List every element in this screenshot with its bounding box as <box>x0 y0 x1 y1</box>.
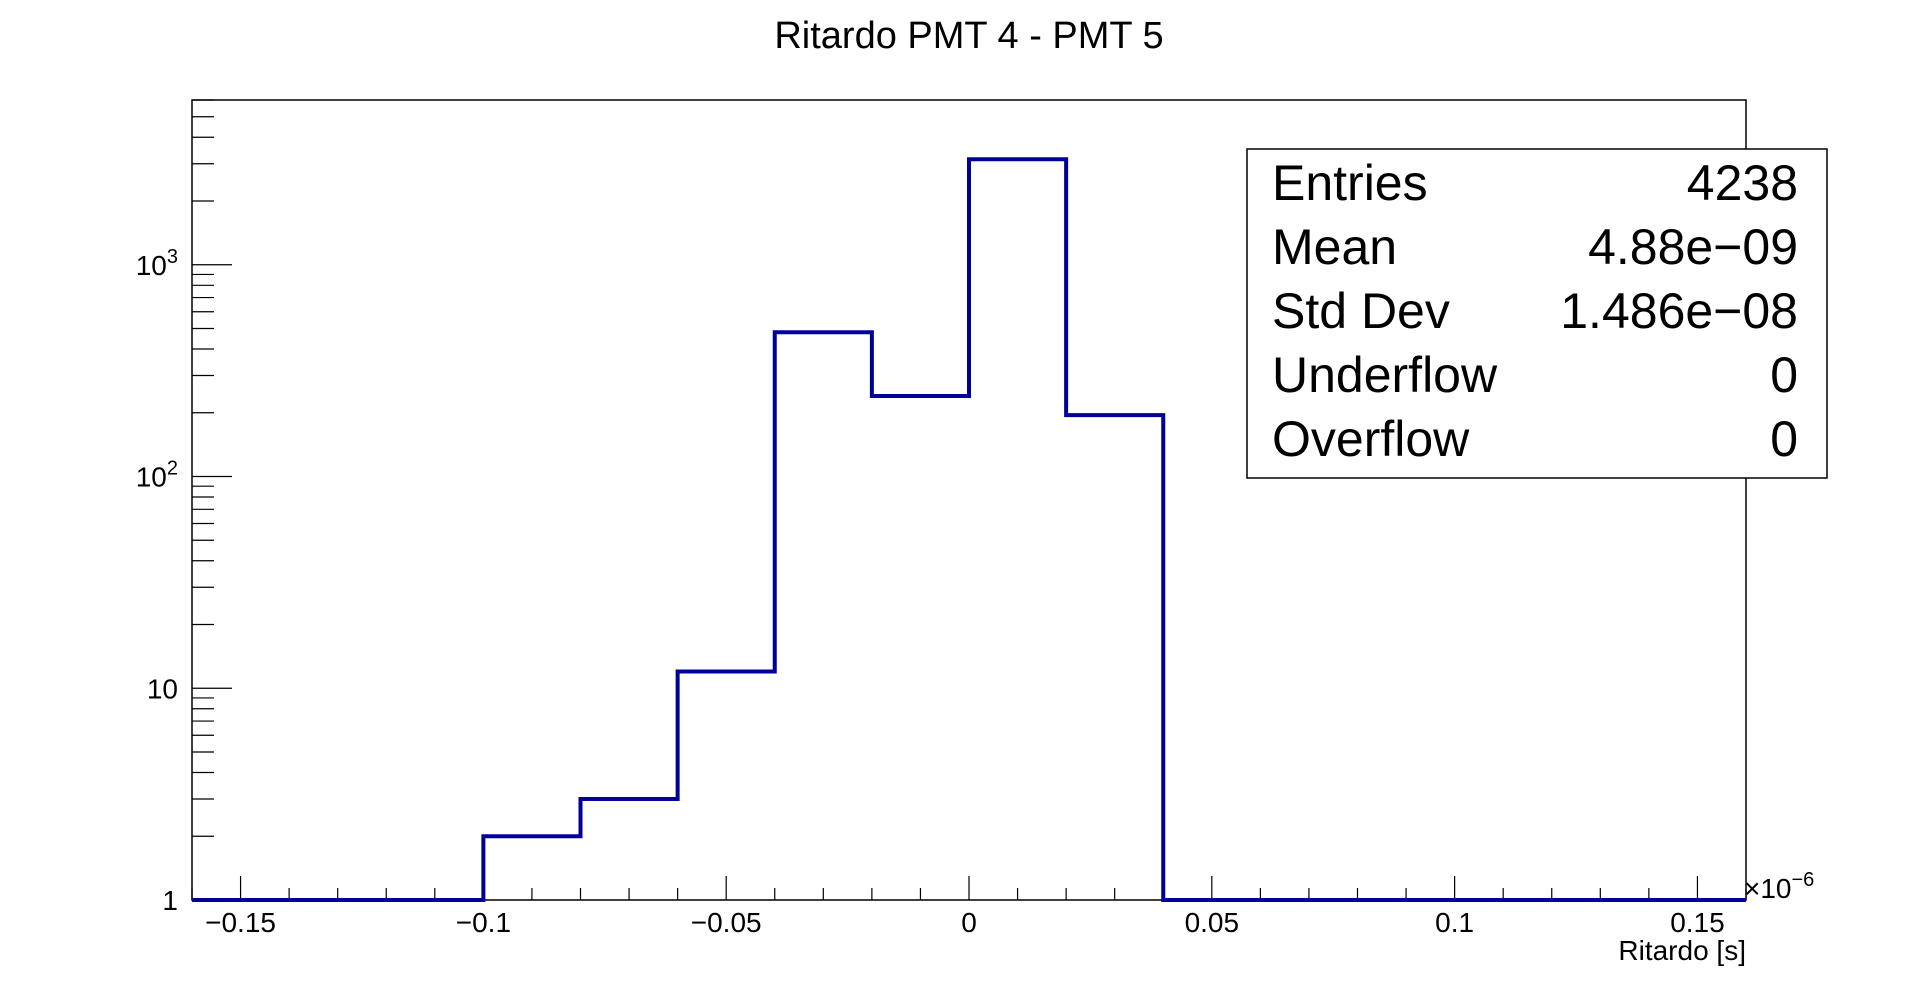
x-tick-label: 0.15 <box>1670 907 1725 938</box>
stats-stddev-label: Std Dev <box>1272 283 1450 339</box>
stats-overflow-label: Overflow <box>1272 411 1470 467</box>
y-tick-label: 1 <box>162 885 178 916</box>
stats-overflow-value: 0 <box>1770 411 1798 467</box>
y-tick-label: 10 <box>147 673 178 704</box>
chart-title: Ritardo PMT 4 - PMT 5 <box>774 15 1163 57</box>
stats-underflow-label: Underflow <box>1272 347 1498 403</box>
x-tick-label: 0.1 <box>1435 907 1474 938</box>
x-tick-label: 0 <box>961 907 977 938</box>
x-tick-label: 0.05 <box>1185 907 1240 938</box>
stats-box-frame <box>1246 148 1828 479</box>
x-tick-label: −0.05 <box>691 907 762 938</box>
x-axis-multiplier: ×10−6 <box>1744 869 1814 904</box>
x-axis: −0.15 −0.1 −0.05 0 0.05 0.1 0.15 <box>191 876 1747 938</box>
y-tick-label: 102 <box>136 458 178 493</box>
stats-entries-label: Entries <box>1272 155 1428 211</box>
x-axis-label: Ritardo [s] <box>1618 935 1746 966</box>
stats-underflow-value: 0 <box>1770 347 1798 403</box>
stats-box: Entries 4238 Mean 4.88e−09 Std Dev 1.486… <box>1246 148 1828 479</box>
stats-mean-value: 4.88e−09 <box>1588 219 1798 275</box>
stats-mean-label: Mean <box>1272 219 1397 275</box>
x-tick-label: −0.1 <box>456 907 511 938</box>
stats-entries-value: 4238 <box>1687 155 1798 211</box>
x-tick-label: −0.15 <box>205 907 276 938</box>
y-tick-label: 103 <box>136 246 178 281</box>
stats-stddev-value: 1.486e−08 <box>1560 283 1798 339</box>
histogram-series-line <box>192 157 1746 902</box>
y-axis: 1 10 102 103 <box>136 99 232 916</box>
